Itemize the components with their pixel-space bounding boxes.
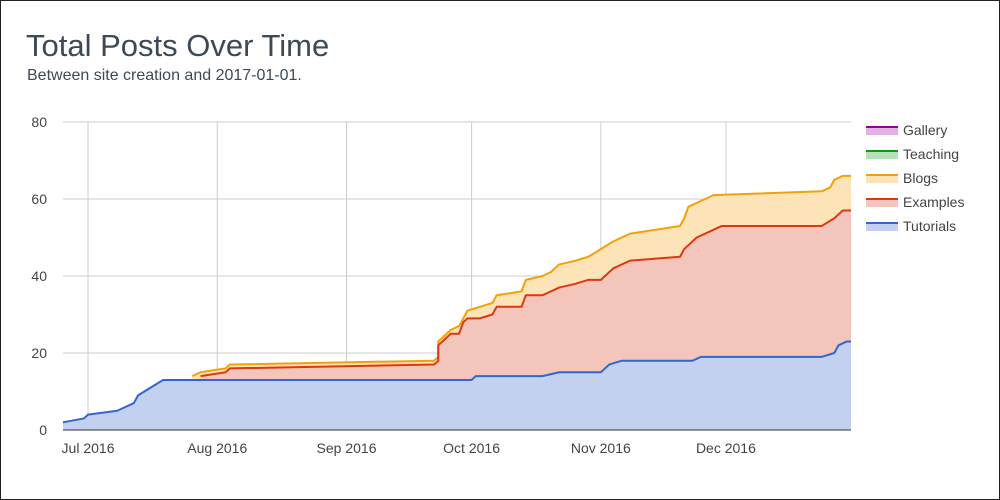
y-tick-label: 0	[39, 422, 47, 438]
x-tick-label: Sep 2016	[317, 440, 377, 456]
y-tick-label: 20	[31, 345, 47, 361]
legend-swatch	[866, 175, 898, 183]
legend-swatch	[866, 199, 898, 207]
y-tick-label: 60	[31, 191, 47, 207]
x-tick-label: Oct 2016	[443, 440, 500, 456]
series-line-tutorials	[62, 340, 851, 424]
x-tick-label: Aug 2016	[187, 440, 247, 456]
chart-subtitle: Between site creation and 2017-01-01.	[27, 67, 302, 84]
legend-label: Gallery	[903, 122, 947, 138]
area-tutorials	[63, 341, 851, 430]
legend-label: Examples	[903, 194, 964, 210]
y-tick-label: 40	[31, 268, 47, 284]
legend-item-teaching[interactable]: Teaching	[866, 146, 959, 162]
legend-swatch	[866, 127, 898, 135]
legend-swatch	[866, 151, 898, 159]
legend-swatch	[866, 223, 898, 231]
legend-label: Teaching	[903, 146, 959, 162]
legend-label: Blogs	[903, 170, 938, 186]
series-line-examples	[200, 209, 851, 378]
legend-item-blogs[interactable]: Blogs	[866, 170, 938, 186]
y-tick-label: 80	[31, 114, 47, 130]
legend-label: Tutorials	[903, 218, 956, 234]
legend-item-tutorials[interactable]: Tutorials	[866, 218, 956, 234]
legend-item-examples[interactable]: Examples	[866, 194, 964, 210]
chart-title: Total Posts Over Time	[26, 28, 330, 63]
x-tick-label: Jul 2016	[62, 440, 115, 456]
x-tick-label: Nov 2016	[571, 440, 631, 456]
legend-item-gallery[interactable]: Gallery	[866, 122, 947, 138]
x-tick-label: Dec 2016	[696, 440, 756, 456]
